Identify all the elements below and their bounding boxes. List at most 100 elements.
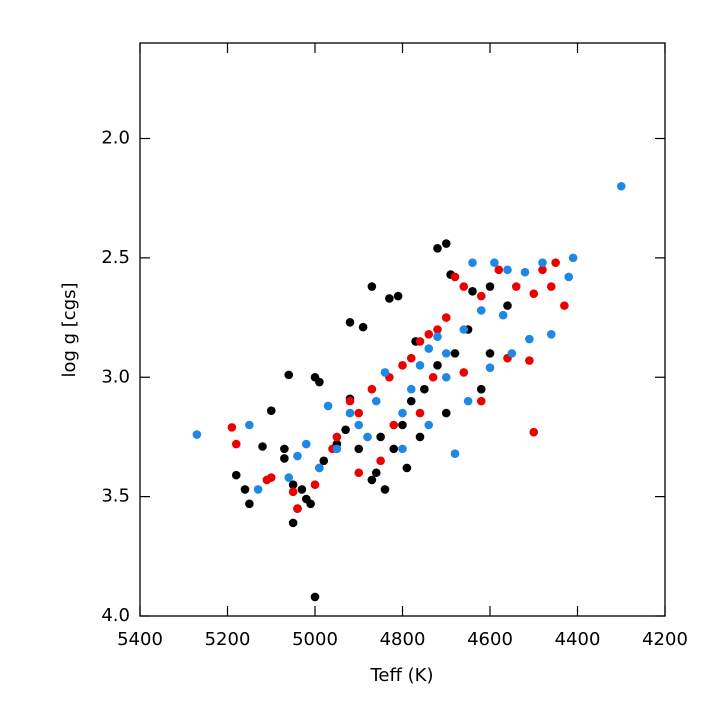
point: [468, 258, 477, 267]
point: [450, 272, 460, 282]
point: [433, 325, 442, 334]
point: [398, 361, 407, 370]
point: [568, 253, 578, 263]
point: [293, 451, 302, 461]
y-tick-label: 2.0: [101, 128, 130, 149]
point: [293, 504, 302, 513]
y-tick-label: 3.5: [101, 486, 130, 507]
point: [476, 396, 486, 406]
point: [262, 475, 272, 485]
point: [450, 349, 460, 358]
point: [485, 349, 495, 358]
point: [284, 473, 294, 482]
point: [560, 301, 569, 310]
point: [354, 468, 364, 478]
point: [376, 432, 385, 442]
point: [253, 485, 263, 494]
point: [371, 468, 381, 478]
point: [363, 432, 372, 442]
point: [485, 363, 495, 373]
point: [406, 353, 416, 363]
point: [341, 425, 350, 435]
x-tick-label: 4400: [555, 629, 601, 650]
y-tick-label: 2.5: [101, 247, 130, 268]
point: [459, 368, 469, 377]
point: [367, 384, 377, 394]
point: [354, 408, 364, 418]
point: [441, 372, 451, 382]
point: [354, 444, 364, 454]
point: [389, 420, 399, 430]
point: [288, 480, 298, 489]
point: [231, 439, 241, 449]
point: [398, 420, 407, 430]
x-axis-title: Teff (K): [370, 665, 434, 686]
point: [245, 420, 254, 430]
point: [415, 408, 425, 418]
point: [398, 444, 407, 454]
point: [441, 239, 451, 248]
point: [511, 282, 521, 291]
point: [367, 475, 377, 485]
point: [301, 439, 311, 449]
point: [284, 370, 294, 380]
point: [433, 361, 442, 370]
point: [441, 313, 451, 322]
point: [288, 487, 298, 497]
x-tick-label: 4800: [380, 629, 426, 650]
point: [280, 454, 289, 463]
point: [376, 456, 385, 466]
point: [525, 356, 534, 365]
point: [345, 396, 355, 406]
point: [371, 396, 381, 406]
point: [520, 267, 530, 277]
point: [280, 444, 289, 454]
point: [240, 485, 250, 494]
point: [490, 258, 499, 267]
point: [564, 272, 574, 282]
point: [494, 265, 504, 275]
point: [503, 265, 512, 275]
point: [476, 384, 486, 394]
x-tick-label: 4600: [467, 629, 513, 650]
point: [367, 282, 377, 291]
point: [319, 456, 329, 466]
point: [616, 181, 626, 191]
point: [459, 325, 469, 334]
point: [266, 406, 276, 415]
point: [476, 291, 486, 301]
point: [406, 396, 416, 406]
x-tick-label: 5000: [292, 629, 338, 650]
point: [468, 287, 477, 296]
point: [529, 289, 539, 298]
point: [354, 420, 364, 430]
point: [192, 430, 202, 439]
point: [310, 592, 320, 602]
plot-frame: [139, 42, 666, 617]
point: [546, 329, 556, 339]
point: [389, 444, 399, 454]
point: [529, 427, 539, 437]
point: [301, 494, 311, 504]
point: [358, 322, 368, 332]
point: [441, 349, 451, 358]
point: [315, 463, 324, 473]
point: [332, 432, 342, 442]
point: [498, 310, 508, 320]
point: [546, 282, 556, 291]
point: [433, 244, 442, 253]
point: [258, 442, 267, 451]
point: [525, 334, 534, 344]
y-tick-label: 4.0: [101, 605, 130, 626]
point: [503, 301, 512, 310]
point: [345, 318, 355, 327]
point: [485, 282, 495, 291]
point: [345, 408, 355, 418]
point: [380, 368, 390, 377]
point: [538, 258, 547, 267]
point: [288, 518, 298, 528]
point: [415, 361, 425, 370]
point: [315, 377, 324, 387]
x-tick-label: 4200: [642, 629, 688, 650]
point: [231, 470, 241, 480]
